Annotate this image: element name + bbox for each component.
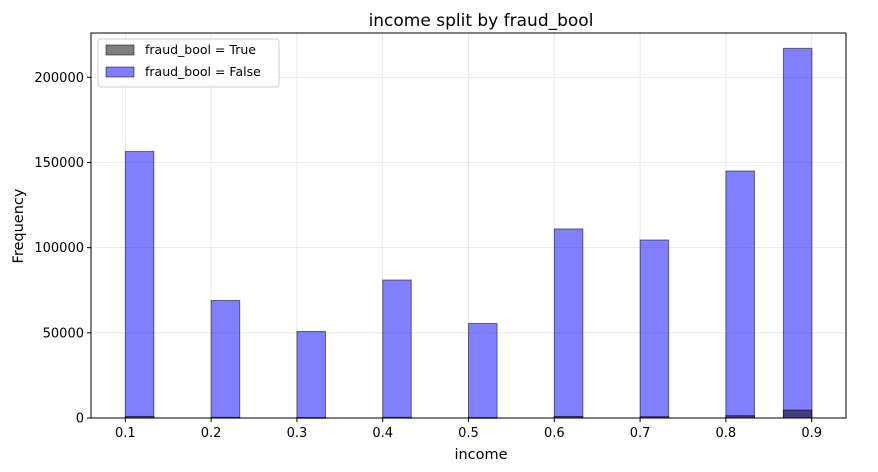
- legend: fraud_bool = True fraud_bool = False: [97, 38, 280, 88]
- bar-fraud-false: [782, 47, 813, 419]
- x-tick-label: 0.1: [115, 426, 136, 441]
- bar-fraud-false: [210, 299, 241, 419]
- bar-fraud-false: [725, 170, 755, 419]
- legend-label-fraud-false: fraud_bool = False: [145, 64, 261, 79]
- x-tick-label: 0.8: [716, 426, 737, 441]
- legend-swatch-fraud-true: [105, 44, 135, 56]
- bar-fraud-false: [553, 228, 584, 419]
- legend-swatch-fraud-false: [105, 66, 135, 78]
- x-axis-title: income: [454, 447, 507, 463]
- x-tick-label: 0.3: [287, 426, 308, 441]
- x-tick-label: 0.9: [801, 426, 822, 441]
- x-tick-label: 0.4: [372, 426, 393, 441]
- legend-label-fraud-true: fraud_bool = True: [145, 42, 256, 57]
- x-tick-label: 0.2: [201, 426, 222, 441]
- bar-fraud-false: [296, 330, 326, 419]
- bar-fraud-false: [639, 239, 670, 419]
- x-tick-label: 0.7: [630, 426, 651, 441]
- chart-title: income split by fraud_bool: [369, 11, 594, 31]
- bar-fraud-false: [468, 322, 498, 419]
- y-axis-title: Frequency: [11, 188, 27, 263]
- y-tick-label: 0: [76, 412, 84, 427]
- y-tick-label: 200000: [34, 71, 84, 86]
- bar-fraud-false: [382, 279, 412, 419]
- x-tick-label: 0.6: [544, 426, 565, 441]
- bar-fraud-false: [124, 150, 155, 419]
- x-tick-label: 0.5: [458, 426, 479, 441]
- legend-frame: [97, 38, 280, 88]
- bar-fraud-true: [782, 409, 813, 419]
- bars-layer: [124, 47, 813, 419]
- axis-ticks: 0.1 0.2 0.3 0.4 0.5 0.6 0.7 0.8 0.9 0 50000 100000 1…: [34, 71, 822, 441]
- y-tick-label: 50000: [43, 326, 84, 341]
- y-tick-label: 150000: [34, 156, 84, 171]
- y-tick-label: 100000: [34, 241, 84, 256]
